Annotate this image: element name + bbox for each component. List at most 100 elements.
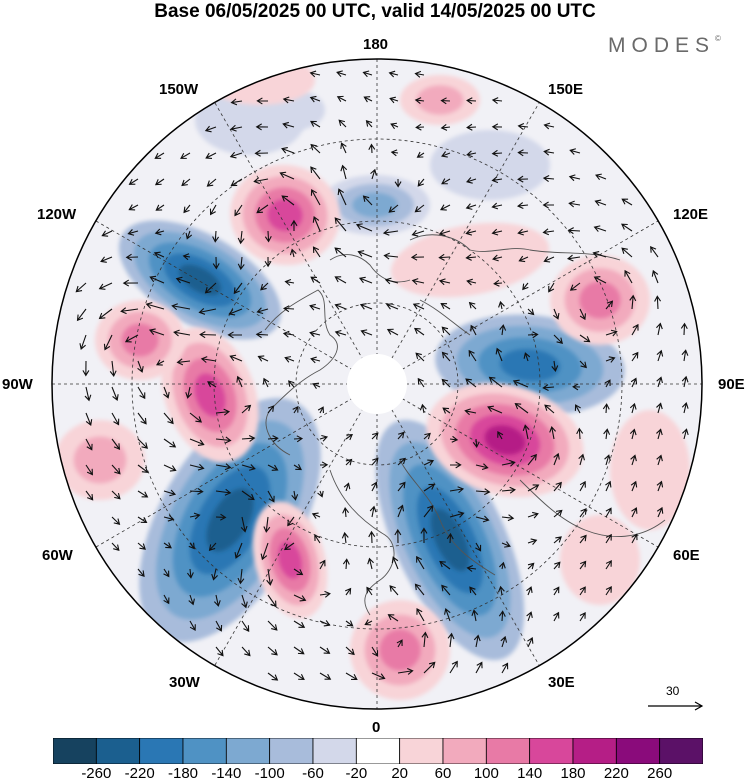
wind-arrow bbox=[499, 324, 507, 336]
wind-arrow bbox=[312, 382, 321, 389]
wind-arrow bbox=[423, 432, 431, 440]
coastline bbox=[399, 459, 496, 576]
colorbar-bin bbox=[139, 738, 184, 764]
wind-arrow bbox=[389, 96, 399, 104]
wind-arrow bbox=[394, 528, 402, 544]
wind-arrow bbox=[491, 123, 503, 131]
wind-arrow bbox=[101, 230, 113, 237]
wind-arrow bbox=[578, 453, 585, 466]
wind-arrow bbox=[171, 303, 191, 311]
wind-arrow bbox=[420, 527, 428, 544]
wind-arrow bbox=[153, 251, 165, 258]
wind-arrow bbox=[111, 464, 121, 475]
wind-arrow bbox=[415, 123, 425, 131]
wind-arrow bbox=[440, 124, 451, 131]
wind-arrow bbox=[605, 356, 616, 363]
wind-arrow bbox=[111, 542, 120, 552]
wind-arrow bbox=[100, 256, 113, 263]
wind-arrow bbox=[310, 120, 321, 128]
wind-arrow bbox=[149, 275, 165, 284]
wind-arrow bbox=[681, 375, 689, 388]
wind-arrow bbox=[85, 412, 93, 426]
wind-arrow bbox=[491, 202, 503, 210]
wind-arrow bbox=[371, 432, 379, 440]
wind-arrow bbox=[241, 646, 251, 657]
wind-arrow bbox=[282, 96, 295, 104]
wind-arrow bbox=[310, 143, 321, 154]
coastline bbox=[329, 469, 395, 616]
wind-arrow bbox=[656, 454, 663, 466]
wind-arrow bbox=[553, 536, 562, 544]
wind-arrow bbox=[466, 177, 477, 184]
wind-arrow bbox=[154, 228, 165, 236]
colorbar-tick-label: -180 bbox=[167, 765, 199, 782]
wind-arrow bbox=[156, 359, 165, 366]
wind-arrow bbox=[103, 334, 113, 351]
wind-arrow bbox=[527, 636, 534, 648]
colorbar-tick-label: -100 bbox=[254, 765, 285, 782]
wind-arrow bbox=[468, 301, 477, 310]
wind-arrow bbox=[120, 307, 139, 315]
wind-arrow bbox=[543, 122, 555, 130]
wind-arrow bbox=[207, 381, 217, 388]
lon-label-30e: 30E bbox=[548, 674, 575, 691]
wind-arrow bbox=[574, 404, 581, 414]
colorbar-tick-label: 260 bbox=[647, 765, 673, 782]
colorbar-bin bbox=[225, 738, 271, 764]
wind-arrow bbox=[334, 247, 347, 258]
wind-arrow bbox=[282, 330, 295, 338]
wind-arrow bbox=[527, 331, 539, 339]
wind-arrow bbox=[345, 620, 354, 627]
reference-vector-label: 30 bbox=[666, 684, 680, 698]
wind-arrow bbox=[137, 490, 149, 498]
wind-arrow bbox=[654, 295, 662, 310]
wind-arrow bbox=[355, 223, 373, 232]
wind-arrow bbox=[98, 282, 113, 290]
wind-arrow bbox=[631, 533, 638, 544]
wind-arrow bbox=[241, 464, 256, 471]
wind-arrow bbox=[256, 307, 269, 315]
wind-arrow bbox=[211, 568, 218, 581]
wind-arrow bbox=[283, 305, 295, 313]
colorbar-tick-label: -140 bbox=[211, 765, 242, 782]
wind-arrow bbox=[345, 672, 358, 681]
wind-arrow bbox=[553, 561, 561, 570]
wind-arrow bbox=[411, 229, 425, 237]
wind-arrow bbox=[527, 511, 539, 519]
coastlines bbox=[264, 234, 666, 616]
wind-arrow bbox=[362, 70, 373, 78]
wind-arrow bbox=[215, 436, 232, 444]
wind-arrow bbox=[173, 329, 191, 337]
wind-arrow bbox=[137, 542, 146, 550]
wind-arrow bbox=[309, 70, 321, 78]
wind-arrow bbox=[498, 300, 505, 310]
wind-arrow bbox=[410, 253, 425, 261]
wind-arrow bbox=[527, 562, 535, 570]
wind-arrow bbox=[260, 282, 269, 291]
wind-arrow bbox=[388, 204, 399, 213]
wind-arrow bbox=[215, 620, 223, 632]
wind-arrow bbox=[255, 331, 269, 339]
colorbar-bin bbox=[182, 738, 227, 764]
wind-arrow bbox=[656, 402, 663, 414]
wind-arrow bbox=[189, 487, 204, 495]
wind-arrow bbox=[176, 358, 191, 366]
wind-arrow bbox=[542, 228, 555, 236]
wind-arrow bbox=[423, 459, 435, 466]
wind-arrow bbox=[342, 506, 350, 518]
wind-arrow bbox=[473, 634, 481, 648]
wind-arrow bbox=[389, 585, 399, 596]
map-boundary bbox=[51, 58, 703, 710]
wind-arrow bbox=[260, 542, 269, 561]
wind-arrow bbox=[444, 607, 451, 622]
colorbar-tick-label: -60 bbox=[302, 765, 324, 782]
wind-arrow bbox=[85, 490, 94, 501]
wind-arrow bbox=[111, 490, 121, 500]
wind-arrow bbox=[396, 639, 403, 648]
wind-arrow bbox=[319, 646, 331, 654]
wind-arrow bbox=[98, 308, 113, 320]
wind-arrow bbox=[629, 294, 637, 310]
wind-arrow bbox=[76, 308, 87, 322]
wind-arrow bbox=[593, 276, 607, 284]
wind-arrow bbox=[466, 123, 477, 131]
